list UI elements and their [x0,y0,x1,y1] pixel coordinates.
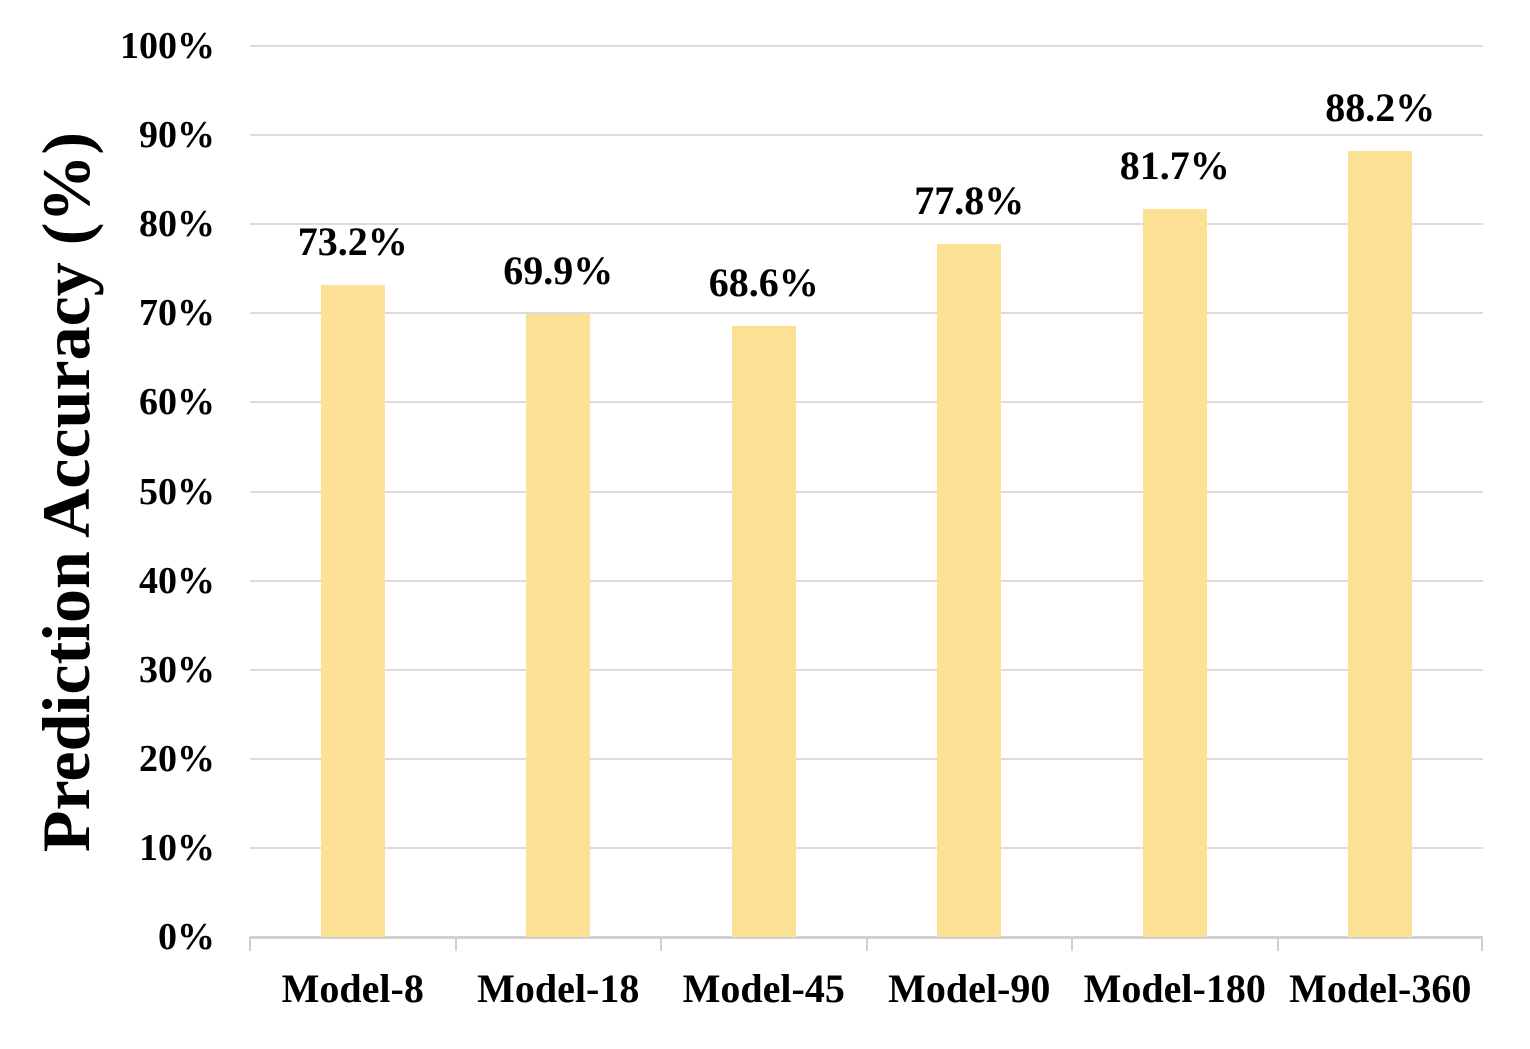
bar [320,284,385,937]
y-tick-label: 10% [139,826,215,869]
bar [1142,209,1207,937]
y-tick-label: 50% [139,470,215,513]
gridline [250,668,1483,671]
bar-value-label: 88.2% [1325,85,1436,131]
y-tick-label: 70% [139,292,215,335]
gridline [250,401,1483,404]
bar [526,314,591,937]
bar-value-label: 73.2% [297,218,408,264]
bar-value-label: 81.7% [1119,143,1230,189]
bar [1348,151,1413,937]
x-axis-tick [1481,937,1483,951]
y-tick-label: 90% [139,114,215,157]
x-axis-tick [1276,937,1279,951]
gridline [250,490,1483,493]
x-axis-tick [660,937,662,951]
x-tick-label: Model-90 [888,966,1051,1011]
gridline [250,757,1483,760]
gridline [250,312,1483,315]
x-tick-label: Model-45 [682,966,845,1011]
x-tick-label: Model-8 [281,966,424,1011]
gridline [250,223,1483,226]
y-tick-label: 20% [139,737,215,780]
bar-value-label: 77.8% [914,177,1025,223]
bar-value-label: 69.9% [503,248,614,294]
y-tick-label: 40% [139,559,215,602]
y-tick-label: 30% [139,648,215,691]
x-tick-label: Model-180 [1083,966,1266,1011]
gridline [250,579,1483,582]
bar [731,325,796,937]
gridline [250,846,1483,849]
x-axis-tick [865,937,868,951]
gridline [250,134,1483,137]
gridline [250,45,1483,47]
bar [937,243,1002,937]
x-axis-tick [249,937,251,951]
x-axis-tick [1071,937,1073,951]
y-tick-label: 100% [120,25,215,67]
y-tick-label: 0% [158,916,215,958]
y-tick-label: 80% [139,203,215,246]
x-tick-label: Model-360 [1289,966,1472,1011]
x-axis-tick [454,937,457,951]
y-tick-label: 60% [139,381,215,424]
x-tick-label: Model-18 [477,966,640,1011]
bar-value-label: 68.6% [708,259,819,305]
